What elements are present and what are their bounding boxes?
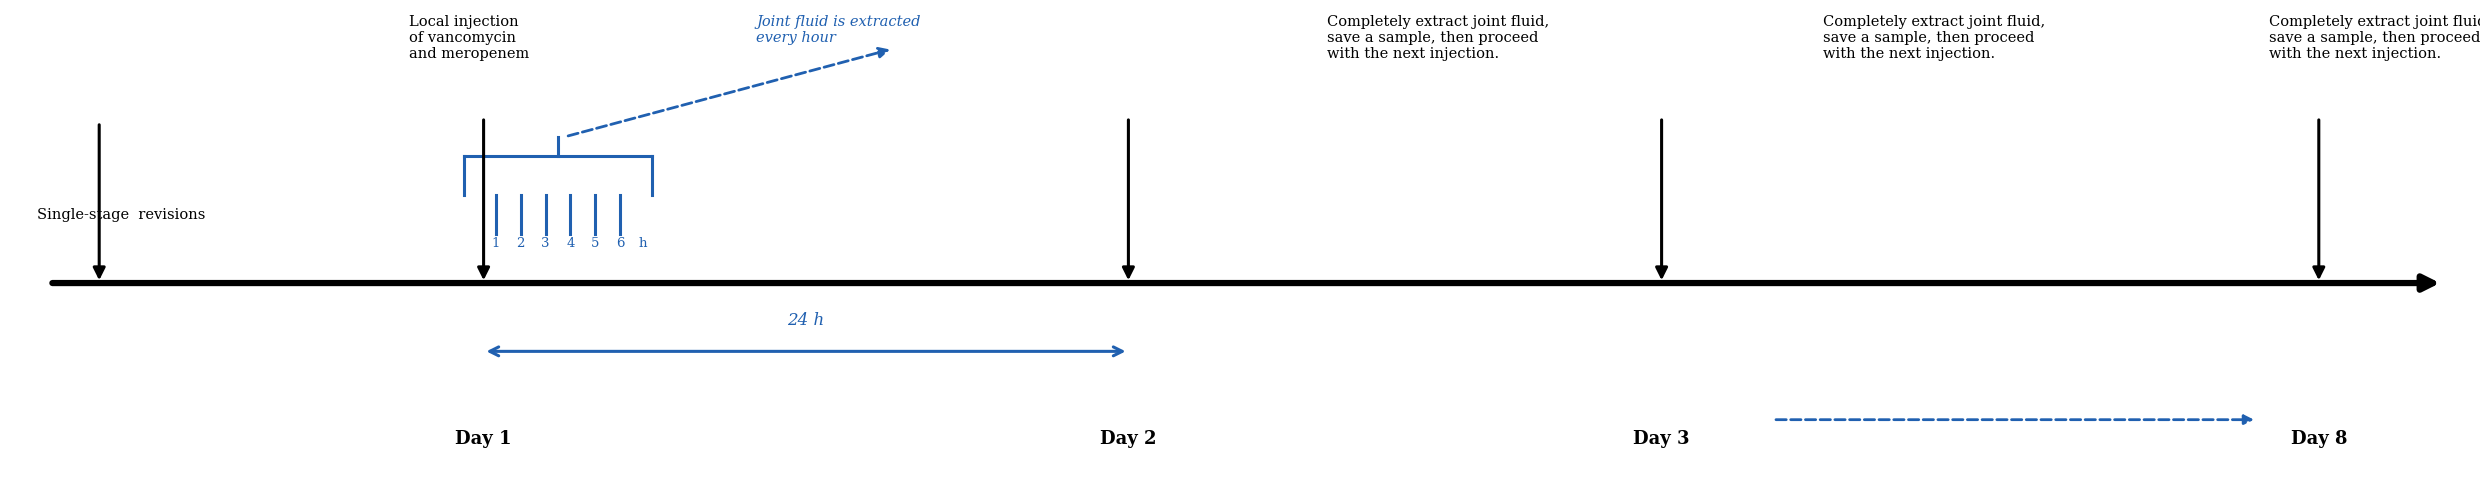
Text: 1: 1: [491, 237, 501, 250]
Text: 6: 6: [615, 237, 625, 250]
Text: 3: 3: [541, 237, 551, 250]
Text: Day 3: Day 3: [1634, 430, 1689, 448]
Text: 4: 4: [565, 237, 575, 250]
Text: h: h: [637, 237, 647, 250]
Text: Local injection
of vancomycin
and meropenem: Local injection of vancomycin and merope…: [409, 15, 528, 61]
Text: Completely extract joint fluid,
save a sample, then proceed
with the next inject: Completely extract joint fluid, save a s…: [2269, 15, 2480, 61]
Text: 5: 5: [590, 237, 600, 250]
Text: Day 1: Day 1: [456, 430, 511, 448]
Text: Joint fluid is extracted
every hour: Joint fluid is extracted every hour: [756, 15, 920, 45]
Text: Completely extract joint fluid,
save a sample, then proceed
with the next inject: Completely extract joint fluid, save a s…: [1823, 15, 2046, 61]
Text: Single-stage  revisions: Single-stage revisions: [37, 208, 206, 222]
Text: Day 8: Day 8: [2292, 430, 2346, 448]
Text: 24 h: 24 h: [786, 312, 826, 329]
Text: Completely extract joint fluid,
save a sample, then proceed
with the next inject: Completely extract joint fluid, save a s…: [1327, 15, 1550, 61]
Text: Day 2: Day 2: [1101, 430, 1156, 448]
Text: 2: 2: [516, 237, 526, 250]
